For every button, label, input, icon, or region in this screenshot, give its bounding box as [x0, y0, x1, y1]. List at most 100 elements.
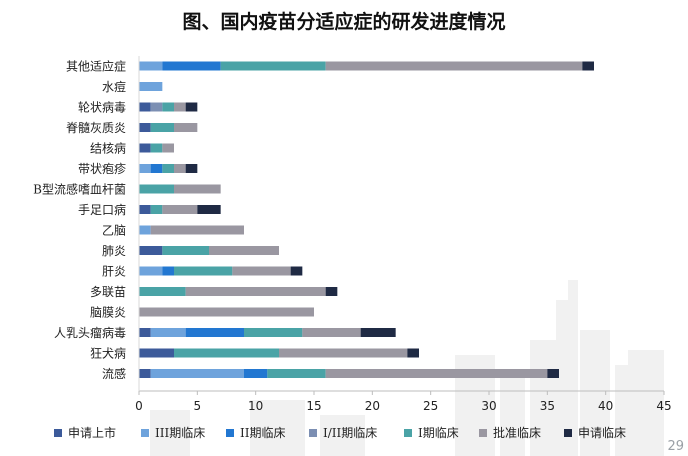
y-tick-label: 流感	[102, 366, 126, 381]
bar-segment	[197, 205, 221, 214]
y-tick-label: 结核病	[90, 141, 126, 156]
bar-segment	[360, 328, 396, 337]
legend-swatch	[141, 429, 149, 437]
legend: 申请上市 III期临床 II期临床 I/II期临床 I期临床 批准临床 申请临床	[54, 425, 626, 440]
x-tick-label: 45	[656, 399, 671, 413]
legend-swatch	[479, 429, 487, 437]
x-tick-label: 25	[423, 399, 438, 413]
bar-segment	[139, 369, 151, 378]
y-tick-label: 轮状病毒	[78, 100, 126, 115]
bar-segment	[162, 246, 209, 255]
bar-segment	[139, 328, 151, 337]
watermark-block	[556, 300, 568, 456]
legend-swatch	[404, 429, 412, 437]
x-tick-label: 5	[194, 399, 202, 413]
bar-segment	[139, 287, 186, 296]
bar-segment	[162, 143, 174, 153]
bar-segment	[185, 287, 326, 296]
legend-swatch	[226, 429, 234, 437]
x-tick-label: 0	[135, 399, 143, 413]
bar-segment	[325, 287, 338, 296]
x-tick-label: 30	[481, 399, 496, 413]
y-tick-label: B型流感嗜血杆菌	[33, 182, 126, 197]
y-tick-label: 脑膜炎	[90, 306, 126, 320]
bar-segment	[174, 123, 198, 132]
watermark-block	[250, 400, 305, 456]
bar-segment	[139, 307, 314, 317]
bar-segment	[162, 266, 174, 276]
x-tick-label: 10	[248, 399, 263, 413]
y-tick-label: 狂犬病	[90, 346, 126, 361]
watermark-block	[150, 410, 190, 456]
legend-label: I期临床	[418, 426, 459, 440]
legend-label: 申请上市	[68, 425, 116, 440]
bar-segment	[139, 246, 163, 255]
bar-segment	[547, 369, 559, 378]
bar-segment	[150, 102, 163, 112]
bar-segment	[185, 102, 198, 112]
bar-segment	[162, 61, 221, 71]
y-tick-label: 肺炎	[102, 244, 126, 258]
page-number: 29	[667, 439, 684, 454]
bar-segment	[325, 369, 548, 378]
y-tick-label: 肝炎	[102, 265, 126, 279]
legend-swatch	[309, 429, 317, 437]
watermark-block	[580, 330, 610, 456]
bar-segment	[267, 369, 326, 378]
bar-segment	[139, 82, 163, 91]
bar-segment	[139, 205, 151, 214]
bar-segment	[139, 123, 151, 132]
y-tick-label: 手足口病	[78, 202, 126, 217]
bar-segment	[139, 225, 151, 235]
bar-segment	[139, 61, 163, 71]
bar-segment	[174, 102, 186, 112]
bar-segment	[150, 205, 163, 214]
y-tick-label: 多联苗	[90, 285, 126, 299]
x-tick-label: 35	[540, 399, 555, 413]
background-watermark	[150, 280, 664, 456]
x-tick-label: 20	[365, 399, 380, 413]
watermark-block	[320, 415, 365, 456]
bar-segment	[174, 164, 186, 173]
bar-segment	[150, 143, 163, 153]
bar-segment	[407, 348, 419, 358]
bar-segment	[174, 184, 221, 194]
bars	[139, 61, 594, 378]
watermark-block	[628, 350, 664, 456]
bar-segment	[174, 266, 233, 276]
chart-title: 图、国内疫苗分适应症的研发进度情况	[182, 10, 505, 33]
legend-label: III期临床	[155, 426, 205, 440]
legend-label: 申请临床	[578, 426, 626, 440]
y-tick-label: 脊髓灰质炎	[66, 121, 126, 135]
legend-swatch	[54, 429, 62, 437]
y-tick-label: 乙脑	[102, 224, 126, 238]
bar-segment	[232, 266, 291, 276]
bar-segment	[244, 328, 303, 337]
y-tick-label: 带状疱疹	[78, 161, 126, 176]
bar-segment	[150, 123, 174, 132]
legend-label: II期临床	[240, 426, 285, 440]
legend-label: 批准临床	[493, 425, 541, 440]
bar-segment	[290, 266, 303, 276]
watermark-block	[500, 375, 525, 456]
bar-segment	[139, 164, 151, 173]
bar-segment	[582, 61, 594, 71]
y-tick-label: 其他适应症	[66, 59, 126, 74]
bar-segment	[139, 348, 174, 358]
bar-segment	[162, 205, 198, 214]
bar-segment	[162, 164, 174, 173]
bar-segment	[325, 61, 583, 71]
y-tick-label: 人乳头瘤病毒	[54, 325, 126, 340]
y-tick-label: 水痘	[102, 79, 126, 94]
bar-segment	[150, 328, 186, 337]
bar-segment	[150, 164, 163, 173]
x-axis: 0 5 10 15 20 25 30 35 40 45	[135, 56, 672, 413]
bar-segment	[139, 143, 151, 153]
bar-segment	[209, 246, 279, 255]
bar-segment	[185, 164, 198, 173]
bar-segment	[244, 369, 268, 378]
bar-segment	[302, 328, 361, 337]
bar-segment	[139, 184, 174, 194]
